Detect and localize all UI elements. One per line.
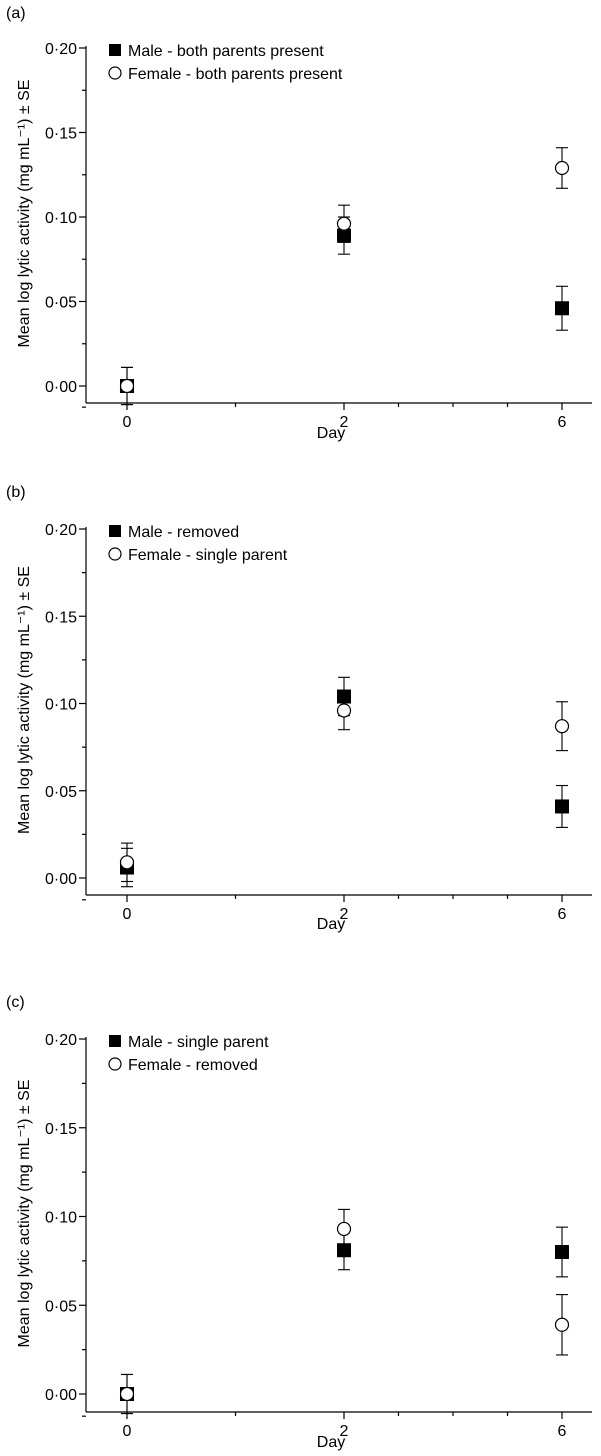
y-axis-title: Mean log lytic activity (mg mL⁻¹) ± SE: [16, 1080, 33, 1348]
x-tick-label: 0: [123, 414, 132, 431]
data-point-circle: [336, 703, 352, 718]
legend-marker-filled-square: [109, 1035, 121, 1047]
data-point-square: [337, 689, 351, 704]
x-tick-label: 2: [340, 906, 349, 923]
data-point-circle: [119, 1386, 135, 1402]
legend-marker-filled-square: [109, 525, 121, 537]
y-tick-label: 0·20: [45, 1032, 77, 1049]
y-tick-label: 0·10: [45, 1210, 77, 1227]
panel-label: (c): [6, 994, 25, 1011]
data-point-circle: [554, 160, 570, 176]
y-tick-label: 0·10: [45, 210, 77, 227]
y-tick-label: 0·05: [45, 1298, 77, 1315]
data-point-circle: [554, 719, 570, 734]
data-point-square: [555, 799, 569, 814]
legend-label: Female - removed: [128, 1057, 258, 1074]
legend-label: Male - removed: [128, 524, 239, 541]
x-axis-title: Day: [317, 916, 345, 933]
legend-marker-open-circle: [108, 1057, 122, 1071]
legend-label: Male - single parent: [128, 1034, 269, 1051]
y-tick-label: 0·15: [45, 126, 77, 143]
x-tick-label: 2: [340, 1423, 349, 1440]
y-tick-label: 0·15: [45, 1121, 77, 1138]
y-tick-label: 0·00: [45, 379, 77, 396]
legend-label: Male - both parents present: [128, 43, 324, 60]
panel-b: (b) 0·00 0·05 0·10 0·15 0·20 0 2 6 Day Mean log ly…: [6, 484, 592, 933]
x-tick-label: 6: [558, 1423, 567, 1440]
x-tick-label: 0: [123, 906, 132, 923]
y-tick-label: 0·20: [45, 522, 77, 539]
data-point-square: [337, 1243, 351, 1258]
data-point-circle: [119, 855, 135, 870]
x-tick-label: 0: [123, 1423, 132, 1440]
panel-a: (a) 0·00 0·05 0·10 0·15 0·20 0 2 6 Day Mean log ly…: [6, 5, 592, 442]
x-axis-title: Day: [317, 425, 345, 442]
legend-marker-open-circle: [108, 547, 122, 561]
y-tick-label: 0·00: [45, 871, 77, 888]
legend-label: Female - single parent: [128, 547, 288, 564]
y-axis-title: Mean log lytic activity (mg mL⁻¹) ± SE: [16, 80, 33, 348]
y-tick-label: 0·20: [45, 41, 77, 58]
panel-c: (c) 0·00 0·05 0·10 0·15 0·20 0 2 6 Day Mean log ly…: [6, 994, 592, 1451]
panel-label: (b): [6, 484, 26, 501]
panel-label: (a): [6, 5, 26, 22]
x-tick-label: 6: [558, 906, 567, 923]
legend-label: Female - both parents present: [128, 66, 343, 83]
data-point-circle: [554, 1317, 570, 1332]
data-point-square: [555, 1245, 569, 1259]
data-point-circle: [336, 216, 352, 231]
data-point-square: [555, 301, 569, 316]
y-tick-label: 0·05: [45, 295, 77, 312]
y-axis-title: Mean log lytic activity (mg mL⁻¹) ± SE: [16, 566, 33, 834]
y-tick-label: 0·05: [45, 784, 77, 801]
y-tick-label: 0·00: [45, 1387, 77, 1404]
x-tick-label: 2: [340, 414, 349, 431]
y-tick-label: 0·15: [45, 609, 77, 626]
legend-marker-filled-square: [109, 44, 121, 56]
legend-marker-open-circle: [108, 66, 122, 80]
x-axis-title: Day: [317, 1434, 345, 1451]
data-point-circle: [119, 378, 135, 394]
y-tick-label: 0·10: [45, 697, 77, 714]
data-point-square: [337, 228, 351, 243]
data-point-circle: [336, 1221, 352, 1237]
x-tick-label: 6: [558, 414, 567, 431]
